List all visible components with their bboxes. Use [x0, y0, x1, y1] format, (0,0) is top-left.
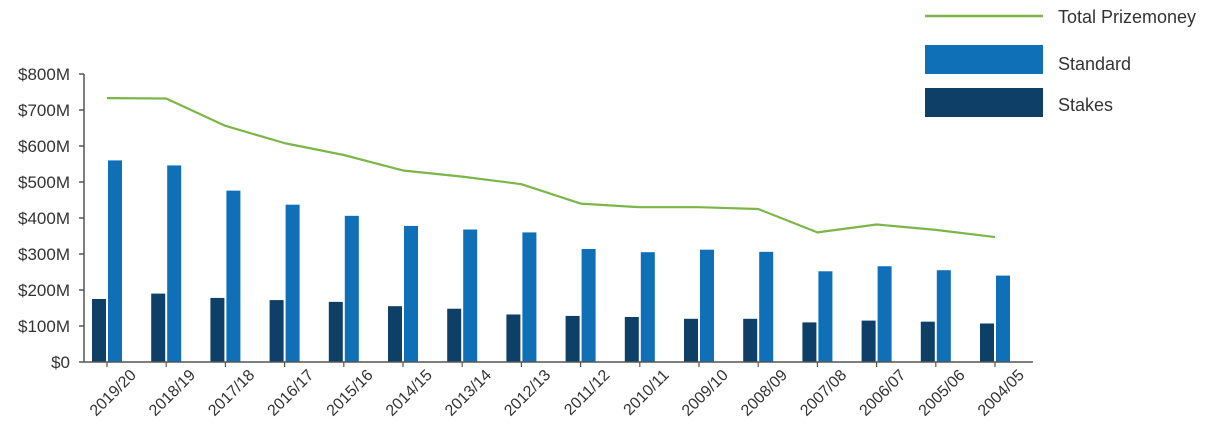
- x-tick-label: 2007/08: [797, 367, 850, 420]
- bar-stakes: [565, 315, 580, 362]
- bar-standard: [285, 204, 300, 362]
- bar-standard: [936, 270, 951, 362]
- bar-standard: [581, 248, 596, 362]
- x-tick-label: 2013/14: [442, 367, 495, 420]
- bar-standard: [404, 225, 418, 362]
- x-tick-label: 2014/15: [383, 367, 436, 420]
- bar-standard: [700, 249, 714, 362]
- bar-standard: [818, 271, 833, 362]
- legend-swatch-stakes: [925, 88, 1043, 117]
- x-tick-label: 2005/06: [916, 367, 969, 420]
- bar-stakes: [328, 301, 343, 362]
- x-tick-label: 2019/20: [87, 367, 140, 420]
- bar-standard: [759, 251, 774, 362]
- legend: Total Prizemoney Standard Stakes: [925, 7, 1196, 117]
- x-tick-label: 2015/16: [324, 367, 377, 420]
- legend-label-standard: Standard: [1058, 54, 1131, 74]
- y-axis: $0 $100M $200M $300M $400M $500M $600M $700M $80…: [18, 65, 85, 372]
- y-tick-label: $300M: [18, 245, 70, 264]
- x-tick-label: 2006/07: [857, 367, 910, 420]
- bars: [92, 160, 1010, 362]
- x-tick-label: 2008/09: [738, 367, 791, 420]
- bar-standard: [877, 266, 892, 362]
- bar-stakes: [388, 306, 402, 362]
- legend-swatch-standard: [925, 45, 1043, 74]
- bar-stakes: [802, 322, 817, 362]
- bar-stakes: [920, 321, 935, 362]
- y-tick-label: $100M: [18, 317, 70, 336]
- bar-standard: [463, 229, 478, 362]
- bar-standard: [167, 165, 182, 362]
- x-tick-label: 2012/13: [501, 367, 554, 420]
- bar-stakes: [210, 297, 225, 362]
- bar-standard: [226, 190, 241, 362]
- total-prizemoney-line-group: [106, 97, 996, 239]
- x-tick-label: 2009/10: [679, 367, 732, 420]
- bar-stakes: [151, 293, 166, 362]
- x-tick-label: 2010/11: [621, 367, 673, 419]
- y-tick-label: $0: [51, 353, 70, 372]
- x-tick-label: 2018/19: [146, 367, 199, 420]
- bar-standard: [108, 160, 122, 362]
- legend-label-stakes: Stakes: [1058, 95, 1113, 115]
- bar-standard: [522, 232, 537, 362]
- bar-standard: [996, 275, 1010, 362]
- x-axis: 2019/20 2018/19 2017/18 2016/17 2015/16 2014/…: [84, 361, 1033, 420]
- bar-stakes: [743, 318, 758, 362]
- x-tick-label: 2011/12: [561, 367, 613, 419]
- bar-stakes: [506, 314, 521, 362]
- y-tick-label: $200M: [18, 281, 70, 300]
- bar-stakes: [447, 308, 462, 362]
- bar-stakes: [980, 323, 994, 362]
- legend-label-total-prizemoney: Total Prizemoney: [1058, 7, 1196, 27]
- y-tick-label: $400M: [18, 209, 70, 228]
- x-tick-label: 2017/18: [205, 367, 258, 420]
- x-tick-label: 2016/17: [265, 367, 318, 420]
- bar-standard: [640, 252, 655, 362]
- y-tick-label: $600M: [18, 137, 70, 156]
- y-tick-label: $500M: [18, 173, 70, 192]
- x-tick-label: 2004/05: [975, 367, 1028, 420]
- y-tick-label: $700M: [18, 101, 70, 120]
- y-tick-label: $800M: [18, 65, 70, 84]
- bar-stakes: [861, 320, 876, 362]
- bar-standard: [344, 215, 359, 362]
- total-prizemoney-line: [106, 97, 996, 239]
- bar-stakes: [624, 317, 639, 362]
- bar-stakes: [269, 300, 284, 362]
- bar-stakes: [684, 318, 698, 362]
- bar-stakes: [92, 299, 106, 362]
